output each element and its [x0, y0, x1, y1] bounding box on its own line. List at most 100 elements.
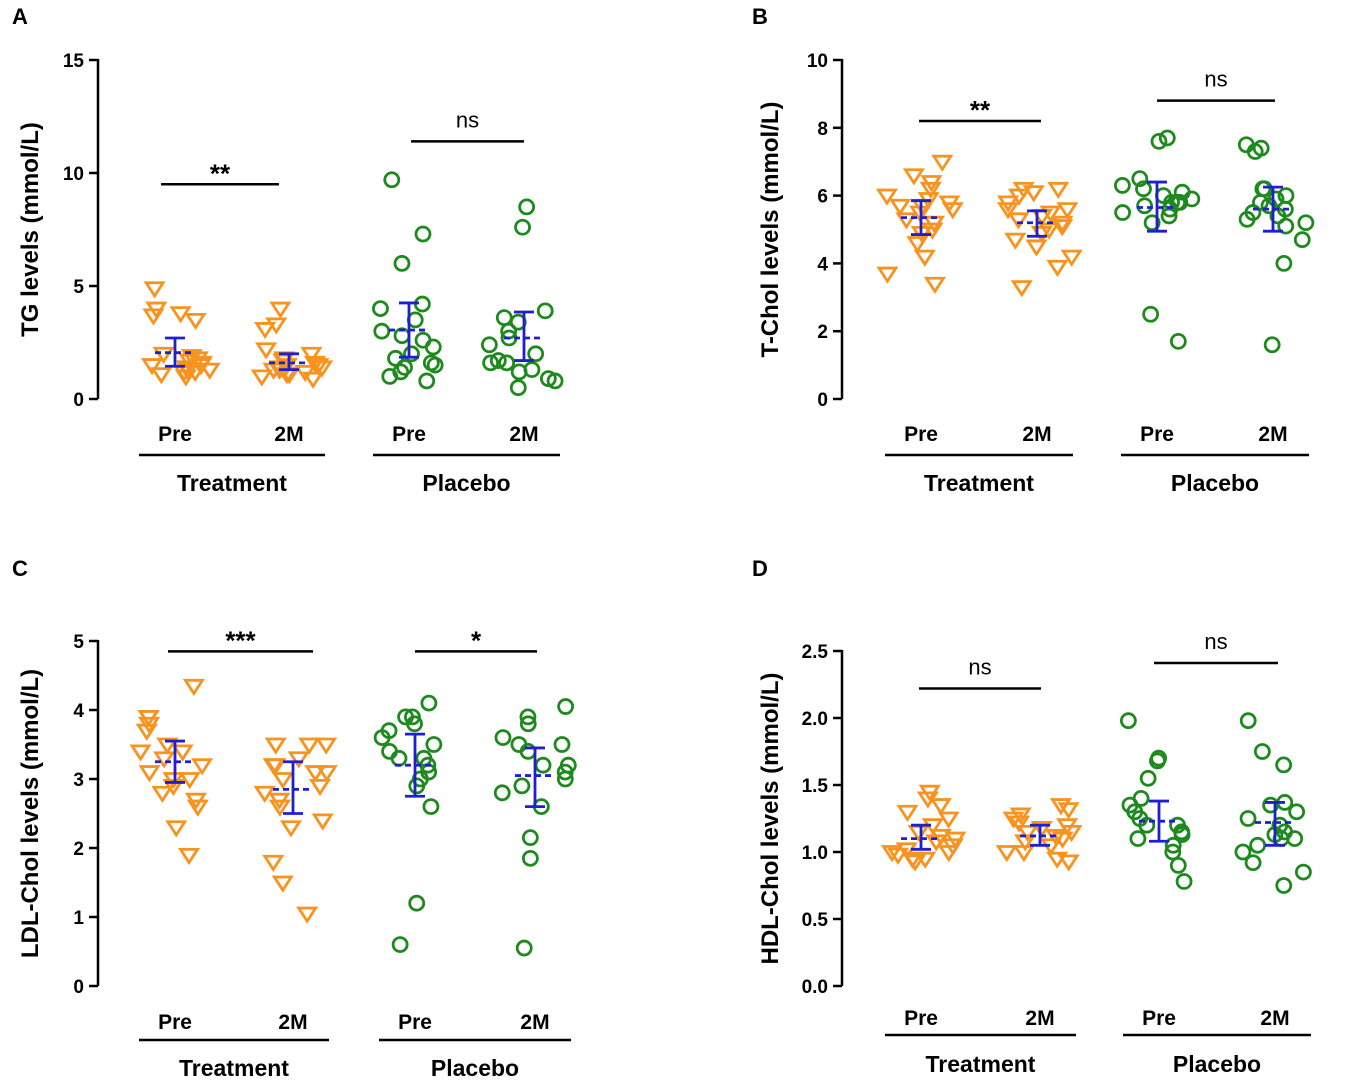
significance-label: ***: [225, 625, 256, 655]
category-label: 2M: [509, 423, 538, 446]
data-point: [509, 379, 527, 397]
data-point: [186, 799, 209, 817]
data-point: [1275, 254, 1293, 272]
panel-a: A TG levels (mmol/L) 0 5 10 15 Pre 2M Pre 2M Treat…: [12, 4, 564, 496]
y-axis-label: LDL-Chol levels (mmol/L): [17, 669, 44, 958]
data-point: [521, 849, 539, 867]
data-point: [178, 772, 201, 790]
data-point: [302, 371, 325, 389]
data-point: [268, 799, 292, 817]
panel-c: C LDL-Chol levels (mmol/L) 0 1 2 3 4 5 Pre 2M Pre 2…: [12, 556, 577, 1081]
y-tick-label: 1: [73, 908, 84, 929]
data-point: [1060, 249, 1083, 267]
data-point: [1293, 231, 1311, 249]
data-point: [253, 785, 276, 804]
data-point: [1275, 756, 1293, 774]
data-point: [425, 736, 443, 753]
series-2: [372, 171, 444, 390]
panel-d: D HDL-Chol levels (mmol/L) 0.0 0.5 1.0 1.5 2.0…: [752, 556, 1312, 1077]
data-point: [153, 751, 176, 769]
data-point: [938, 195, 961, 213]
significance-label: ns: [456, 107, 479, 132]
data-point: [1056, 818, 1079, 836]
group-label: Treatment: [926, 1051, 1036, 1077]
panel-letter: D: [752, 556, 768, 581]
data-point: [1012, 181, 1035, 200]
y-tick-label: 6: [817, 187, 828, 208]
series-0: [875, 154, 964, 294]
category-label: Pre: [158, 423, 192, 446]
data-point: [311, 360, 334, 378]
data-point: [420, 694, 438, 712]
y-tick-label: 2.5: [802, 642, 829, 663]
y-axis-label: T-Chol levels (mmol/L): [757, 101, 784, 357]
data-point: [403, 345, 420, 363]
data-point: [1164, 836, 1182, 854]
panel-letter: C: [12, 556, 28, 581]
data-point: [137, 709, 160, 728]
data-point: [151, 785, 174, 804]
data-point: [138, 765, 161, 783]
data-point: [1277, 187, 1295, 205]
y-tick-label: 15: [63, 51, 85, 72]
data-point: [1138, 816, 1156, 834]
data-point: [422, 798, 440, 815]
data-point: [895, 212, 918, 230]
data-point: [1131, 170, 1149, 188]
y-tick-label: 0: [73, 977, 84, 998]
data-point: [1051, 219, 1074, 237]
data-point: [1158, 129, 1176, 147]
category-label: Pre: [904, 1007, 938, 1030]
y-tick-label: 10: [63, 164, 84, 185]
data-point: [1047, 181, 1070, 200]
data-point: [372, 300, 389, 318]
data-point: [918, 784, 941, 802]
data-point: [184, 364, 207, 383]
group-label: Placebo: [422, 470, 510, 496]
significance-label: *: [471, 625, 482, 655]
data-point: [391, 936, 409, 953]
data-point: [1004, 232, 1027, 250]
data-point: [482, 354, 499, 372]
data-point: [268, 792, 291, 810]
data-point: [1161, 200, 1179, 218]
data-point: [1016, 824, 1039, 843]
y-tick-label: 2: [817, 322, 828, 343]
data-point: [937, 811, 960, 829]
data-point: [995, 845, 1018, 863]
y-tick-label: 0.5: [802, 910, 829, 931]
data-point: [1277, 217, 1295, 235]
data-point: [1175, 873, 1193, 890]
data-point: [287, 751, 310, 769]
data-point: [527, 345, 545, 363]
data-point: [1286, 830, 1304, 847]
data-point: [255, 342, 278, 360]
data-point: [876, 266, 899, 284]
data-point: [1051, 215, 1074, 233]
y-tick-label: 1.5: [802, 776, 829, 797]
data-point: [923, 276, 947, 294]
data-point: [414, 331, 432, 349]
data-point: [557, 698, 575, 715]
data-point: [171, 744, 194, 762]
data-point: [279, 820, 303, 838]
category-label: 2M: [520, 1011, 549, 1034]
data-point: [519, 708, 537, 726]
series-0: [141, 281, 221, 387]
data-point: [1255, 180, 1273, 198]
series-0: [129, 678, 214, 866]
data-point: [162, 778, 185, 797]
data-point: [929, 828, 952, 847]
data-point: [191, 758, 214, 776]
data-point: [304, 765, 327, 783]
data-point: [143, 281, 166, 299]
data-point: [1056, 202, 1079, 220]
data-point: [929, 798, 952, 816]
data-point: [534, 756, 552, 774]
data-point: [902, 168, 926, 186]
data-point: [1049, 798, 1072, 816]
category-label: Pre: [1140, 423, 1174, 446]
data-point: [315, 765, 338, 783]
y-tick-label: 2: [73, 839, 84, 860]
